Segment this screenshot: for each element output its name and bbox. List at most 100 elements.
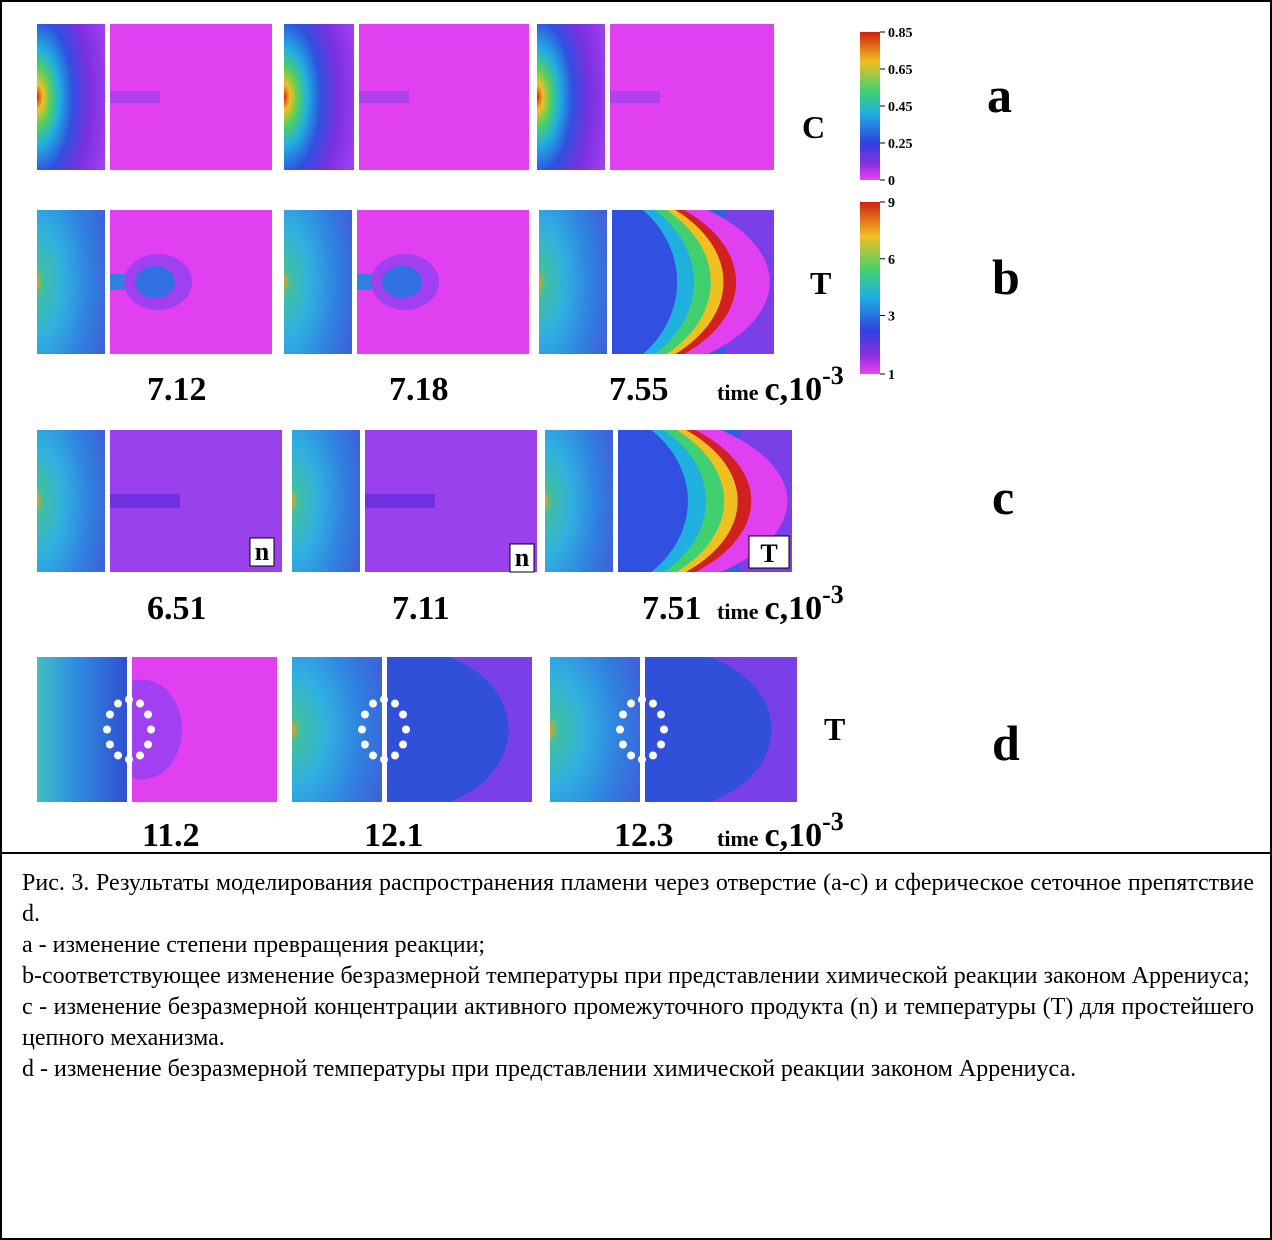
mesh-dot [106, 711, 114, 719]
jet [110, 494, 180, 508]
mesh-dot [638, 696, 646, 704]
mesh-dot [361, 741, 369, 749]
right-chamber [110, 24, 272, 170]
left-chamber [537, 24, 605, 170]
time-value: 7.55 [609, 371, 669, 408]
left-chamber [37, 210, 105, 354]
time-value: 11.2 [142, 817, 200, 852]
time-value: 6.51 [147, 590, 207, 627]
jet [359, 91, 409, 103]
mesh-dot [391, 700, 399, 708]
sim-panel [37, 210, 272, 354]
mesh-dot [114, 751, 122, 759]
mesh-dot [402, 726, 410, 734]
jet [110, 91, 160, 103]
sim-panel [537, 24, 774, 170]
time-unit-text: c,10 [765, 371, 823, 408]
colorbar-tick-label: 0.65 [888, 63, 913, 78]
mesh-dot [125, 756, 133, 764]
mesh-dot [399, 741, 407, 749]
caption-paragraph: d - изменение безразмерной температуры п… [22, 1054, 1254, 1085]
panel-label: n [255, 537, 270, 566]
mesh-dot [399, 711, 407, 719]
sim-panel [284, 210, 529, 354]
separator [2, 852, 1270, 854]
row-letter: a [987, 67, 1012, 123]
mesh-dot [125, 696, 133, 704]
left-chamber [545, 430, 613, 572]
mesh-dot [144, 711, 152, 719]
jet [610, 91, 660, 103]
colorbar-tick-label: 0.45 [888, 100, 913, 115]
left-chamber [539, 210, 607, 354]
time-prefix: time [717, 599, 759, 624]
mesh-dot [361, 711, 369, 719]
mesh-dot [616, 726, 624, 734]
time-value: 12.3 [614, 817, 674, 852]
field-label: T [824, 711, 845, 747]
mesh-dot [144, 741, 152, 749]
mesh-dot [136, 751, 144, 759]
left-chamber [37, 657, 127, 802]
field-label: C [802, 109, 825, 145]
time-value: 7.51 [642, 590, 702, 627]
left-chamber [284, 24, 354, 170]
colorbar-tick-label: 9 [888, 196, 895, 211]
left-chamber [284, 210, 352, 354]
mesh-dot [649, 751, 657, 759]
blob [135, 266, 175, 298]
blob [382, 266, 422, 298]
time-unit-text: c,10 [765, 590, 823, 627]
panel-label: n [515, 543, 530, 572]
sim-panel [37, 24, 272, 170]
right-chamber [110, 210, 272, 354]
mesh-dot [619, 711, 627, 719]
sim-panel [37, 430, 282, 572]
colorbar [860, 32, 880, 180]
colorbar-tick-label: 6 [888, 253, 895, 268]
colorbar-tick-label: 0.25 [888, 137, 913, 152]
time-exponent: -3 [822, 807, 844, 836]
mesh-dot [136, 700, 144, 708]
mesh-dot [369, 751, 377, 759]
sim-panel [292, 650, 532, 810]
mesh-dot [657, 711, 665, 719]
time-exponent: -3 [822, 361, 844, 390]
row-letter: d [992, 715, 1020, 771]
sim-panel [37, 657, 277, 802]
colorbar-tick-label: 1 [888, 368, 895, 383]
left-chamber [292, 430, 360, 572]
mesh-dot [627, 700, 635, 708]
page: 0.850.650.450.2509631aCbT7.127.187.55tim… [0, 0, 1272, 1240]
right-chamber [610, 24, 774, 170]
time-prefix: time [717, 826, 759, 851]
mesh-dot [638, 756, 646, 764]
caption-paragraph: Рис. 3. Результаты моделирования распрос… [22, 868, 1254, 930]
mesh-dot [660, 726, 668, 734]
time-value: 7.18 [389, 371, 449, 408]
colorbar-tick-label: 0 [888, 174, 895, 189]
right-chamber [359, 24, 529, 170]
mesh-dot [657, 741, 665, 749]
sim-panel [284, 24, 529, 170]
sim-panel [550, 650, 797, 810]
mesh-dot [649, 700, 657, 708]
mesh-dot [369, 700, 377, 708]
mesh-dot [391, 751, 399, 759]
mesh-dot [147, 726, 155, 734]
time-prefix: time [717, 380, 759, 405]
left-chamber [37, 24, 105, 170]
mesh-dot [380, 696, 388, 704]
colorbar-tick-label: 3 [888, 310, 895, 325]
jet [365, 494, 435, 508]
left-chamber [550, 657, 640, 802]
mesh-dot [380, 756, 388, 764]
mesh-dot [619, 741, 627, 749]
sim-panel [292, 430, 537, 572]
time-exponent: -3 [822, 580, 844, 609]
caption-paragraph: а - изменение степени превращения реакци… [22, 930, 1254, 961]
mesh-dot [106, 741, 114, 749]
time-value: 7.11 [392, 590, 450, 627]
